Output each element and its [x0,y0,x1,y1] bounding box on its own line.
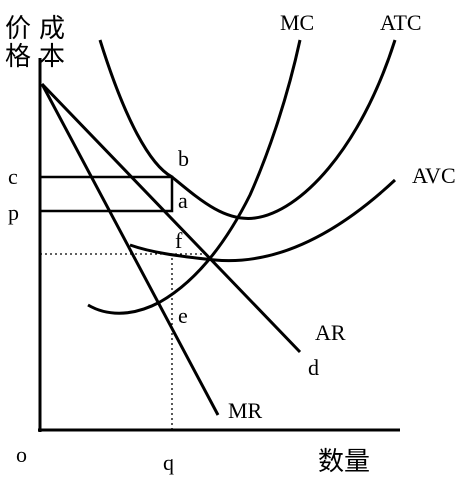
avc-curve [129,178,397,263]
point-label: f [175,228,183,253]
mr-line [40,83,220,416]
mc-curve [87,39,302,315]
profit-rectangle [40,175,174,213]
point-label: a [178,188,188,213]
avc-label: AVC [412,163,456,188]
mc-label: MC [280,10,314,35]
ar-line [40,82,302,354]
atc-curve [98,39,397,220]
origin-label: o [16,442,27,467]
y-axis-label: 成本 [36,14,65,70]
ar-label: AR [315,320,346,345]
mr-label: MR [228,398,263,423]
point-label: b [178,146,189,171]
x-axis-label: 数量 [318,447,370,476]
point-label: e [178,303,188,328]
p-label: p [8,200,19,225]
y-axis-label: 价格 [2,14,31,70]
c-label: c [8,164,18,189]
atc-label: ATC [380,10,422,35]
d-label: d [308,355,319,380]
q-label: q [163,450,174,475]
